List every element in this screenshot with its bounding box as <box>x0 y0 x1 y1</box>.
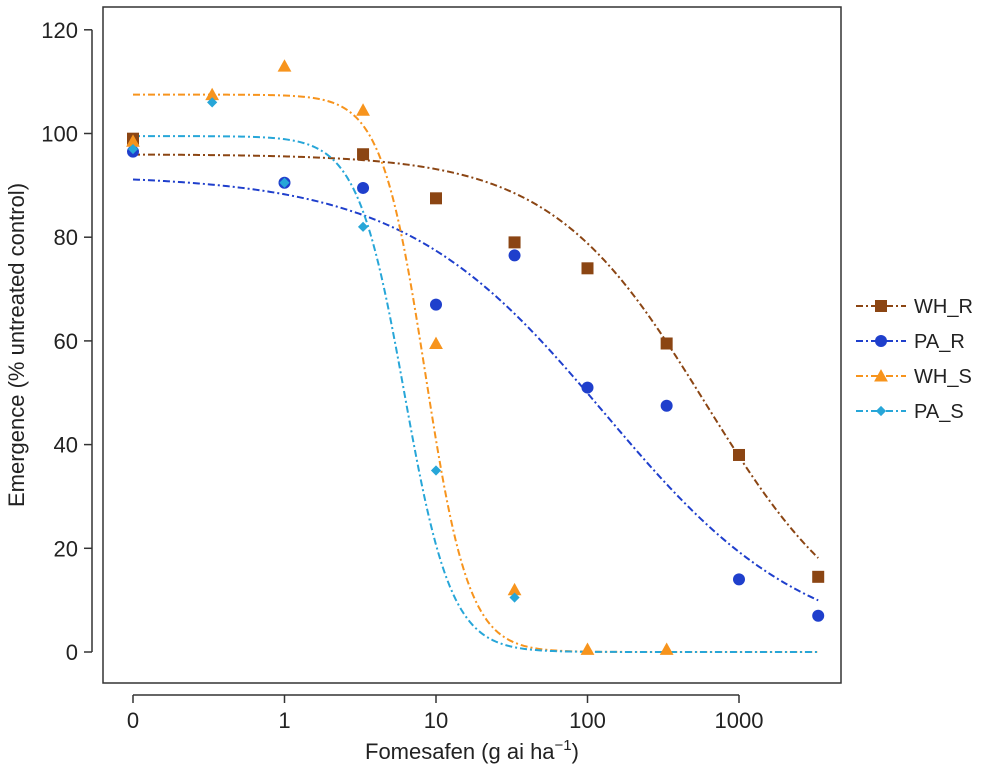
legend-label-pa-s: PA_S <box>914 401 964 423</box>
data-point-pa-r <box>733 573 745 586</box>
legend-marker-pa-s <box>875 405 887 417</box>
data-point-wh-r <box>812 570 825 583</box>
legend-label-wh-s: WH_S <box>914 366 972 388</box>
x-tick-label: 1 <box>278 708 290 733</box>
x-tick-label: 10 <box>424 708 448 733</box>
data-point-wh-s <box>277 59 292 72</box>
x-tick-label: 1000 <box>715 708 764 733</box>
legend-label-pa-r: PA_R <box>914 331 965 353</box>
y-axis-title: Emergence (% untreated control) <box>4 183 29 507</box>
data-point-wh-s <box>507 582 522 596</box>
data-point-wh-r <box>430 192 442 205</box>
data-point-pa-r <box>581 381 594 394</box>
fit-curve-wh-r <box>132 153 819 559</box>
fit-curve-pa-s <box>133 135 819 653</box>
data-point-wh-s <box>580 642 595 655</box>
data-point-pa-r <box>660 399 673 412</box>
data-point-wh-r <box>508 236 521 249</box>
data-point-wh-r <box>357 148 370 161</box>
plot-frame <box>102 6 842 684</box>
legend-label-wh-r: WH_R <box>914 296 973 318</box>
data-point-wh-s <box>126 134 140 147</box>
data-point-pa-s <box>207 97 218 108</box>
data-point-wh-r <box>581 262 594 275</box>
y-tick-label: 20 <box>54 536 78 561</box>
data-point-wh-s <box>429 336 443 350</box>
x-tick-label: 100 <box>569 708 606 733</box>
y-tick-label: 0 <box>66 640 78 665</box>
data-point-pa-s <box>430 465 442 476</box>
fit-curves <box>132 93 819 653</box>
y-tick-label: 60 <box>54 329 78 354</box>
y-tick-label: 40 <box>54 433 78 458</box>
data-point-pa-s <box>279 177 290 188</box>
y-tick-label: 80 <box>54 225 78 250</box>
x-tick-label: 0 <box>127 708 139 733</box>
data-point-pa-s <box>357 221 369 232</box>
x-axis: 0 1 10 100 1000 <box>127 694 764 733</box>
legend-marker-wh-s <box>874 369 888 382</box>
y-tick-label: 100 <box>41 122 78 147</box>
data-point-wh-s <box>356 103 370 116</box>
legend-marker-wh-r <box>875 300 887 312</box>
data-point-pa-r <box>430 298 442 311</box>
data-point-wh-s <box>659 642 674 655</box>
data-point-wh-r <box>660 337 673 350</box>
data-points <box>126 59 825 655</box>
data-point-pa-s <box>509 592 520 603</box>
x-axis-title: Fomesafen (g ai ha−1) <box>365 737 579 764</box>
data-point-pa-r <box>357 181 370 194</box>
data-point-wh-s <box>205 87 220 101</box>
data-point-wh-r <box>733 448 745 461</box>
data-point-pa-s <box>127 143 139 155</box>
legend-marker-pa-r <box>875 335 887 347</box>
y-tick-label: 120 <box>41 18 78 43</box>
fit-curve-pa-r <box>132 178 819 602</box>
fit-curve-wh-s <box>133 93 819 653</box>
legend: WH_R PA_R WH_S PA_S <box>856 296 973 423</box>
y-axis: 0 20 40 60 80 100 120 <box>41 18 93 665</box>
data-point-pa-r <box>508 249 521 262</box>
data-point-pa-r <box>812 609 825 622</box>
